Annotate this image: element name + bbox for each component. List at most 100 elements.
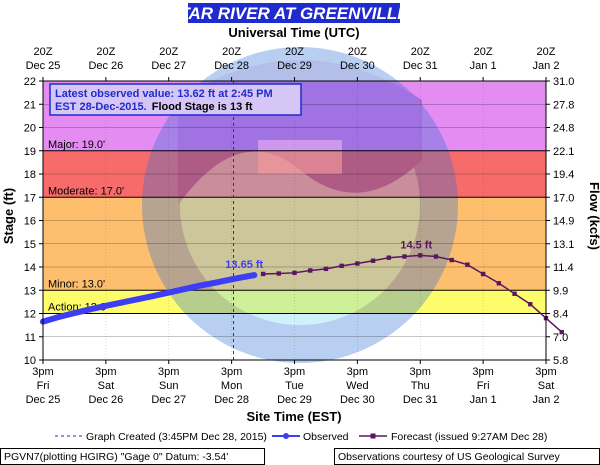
utc-tick-date: Dec 25	[26, 60, 61, 72]
forecast-point	[512, 291, 517, 296]
forecast-point	[292, 270, 297, 276]
legend-forecast: Forecast (issued 9:27AM Dec 28)	[391, 431, 547, 443]
y-tick-label: 10	[24, 355, 36, 367]
observed-point	[181, 286, 188, 293]
x-tick-time: 3pm	[472, 366, 493, 378]
x-axis-title: Site Time (EST)	[246, 409, 341, 424]
x-tick-date: Dec 31	[403, 394, 438, 406]
x-tick-day: Thu	[411, 380, 430, 392]
x-tick-time: 3pm	[535, 366, 556, 378]
x-tick-time: 3pm	[347, 366, 368, 378]
utc-tick-date: Jan 1	[470, 60, 497, 72]
top-axis-title: Universal Time (UTC)	[228, 25, 359, 40]
utc-tick-date: Dec 27	[151, 60, 186, 72]
y-tick-label: 14	[24, 262, 36, 274]
stage-label-moderate: Moderate: 17.0'	[48, 185, 124, 197]
observed-point	[118, 299, 125, 306]
x-tick-time: 3pm	[158, 366, 179, 378]
flow-tick-label: 11.4	[553, 262, 574, 274]
forecast-point	[528, 302, 533, 307]
utc-tick-time: 20Z	[411, 46, 430, 58]
observed-point	[102, 302, 109, 309]
forecast-point	[386, 255, 392, 260]
observed-point	[244, 273, 251, 280]
forecast-point	[402, 254, 407, 259]
forecast-point	[496, 281, 502, 286]
flow-tick-label: 22.1	[553, 146, 574, 158]
footer-courtesy-text: Observations courtesy of US Geological S…	[338, 451, 561, 463]
y-tick-label: 17	[24, 192, 36, 204]
flow-tick-label: 5.8	[553, 355, 568, 367]
forecast-point	[355, 261, 360, 266]
x-tick-date: Dec 27	[151, 394, 186, 406]
x-tick-time: 3pm	[32, 366, 53, 378]
flow-tick-label: 31.0	[553, 76, 574, 88]
x-tick-day: Tue	[285, 380, 304, 392]
legend-forecast-marker	[370, 433, 376, 439]
y-axis-ticks: 10 11 12 13 14 15 16 17 18 19 20 21 22	[24, 76, 43, 367]
flow-tick-label: 19.4	[553, 169, 574, 181]
info-line-1: Latest observed value: 13.62 ft at 2:45 …	[55, 88, 273, 100]
legend: Graph Created (3:45PM Dec 28, 2015) Obse…	[55, 431, 547, 443]
info-line-2-flood: Flood Stage is 13 ft	[152, 101, 253, 113]
stage-label-major: Major: 19.0'	[48, 139, 105, 151]
x-tick-day: Fri	[477, 380, 490, 392]
forecast-point	[323, 266, 329, 272]
y-tick-label: 20	[24, 123, 36, 135]
utc-tick-time: 20Z	[34, 46, 53, 58]
y-tick-label: 11	[25, 332, 36, 344]
utc-axis-ticks: 20Z Dec 25 20Z Dec 26 20Z Dec 27 20Z Dec 28 20Z D…	[26, 46, 559, 81]
x-tick-date: Jan 1	[470, 394, 497, 406]
x-tick-time: 3pm	[410, 366, 431, 378]
x-tick-time: 3pm	[221, 366, 242, 378]
flow-tick-label: 27.8	[553, 99, 574, 111]
x-tick-date: Dec 29	[277, 394, 312, 406]
x-tick-day: Sat	[98, 380, 115, 392]
observed-point	[55, 313, 62, 320]
forecast-point	[449, 257, 454, 263]
flow-tick-label: 24.8	[553, 123, 574, 135]
utc-tick-date: Dec 28	[214, 60, 249, 72]
y-tick-label: 19	[24, 146, 36, 158]
utc-tick-time: 20Z	[96, 46, 115, 58]
y-tick-label: 22	[24, 76, 36, 88]
series-observed-peak-label: 13.65 ft	[225, 259, 263, 271]
x-tick-date: Dec 28	[214, 394, 249, 406]
footer-datum-text: PGVN7(plotting HGIRG) "Gage 0" Datum: -3…	[4, 451, 228, 463]
x-tick-date: Dec 25	[26, 394, 61, 406]
forecast-point	[339, 263, 344, 269]
forecast-point	[433, 254, 439, 259]
utc-tick-date: Dec 30	[340, 60, 375, 72]
x-tick-date: Dec 30	[340, 394, 375, 406]
flow-tick-label: 7.0	[553, 332, 568, 344]
utc-tick-time: 20Z	[348, 46, 367, 58]
utc-tick-time: 20Z	[474, 46, 493, 58]
observed-point	[165, 289, 172, 296]
forecast-point	[370, 258, 376, 263]
y-tick-label: 18	[24, 169, 36, 181]
x-tick-day: Mon	[221, 380, 242, 392]
stage-label-minor: Minor: 13.0'	[48, 278, 105, 290]
y-tick-label: 15	[24, 239, 36, 251]
observed-point	[134, 296, 141, 303]
series-layer: 13.65 ft 14.5 ft	[40, 239, 564, 335]
series-forecast-peak-label: 14.5 ft	[400, 239, 432, 251]
series-forecast-line	[262, 254, 563, 333]
observed-point	[228, 276, 235, 283]
utc-tick-time: 20Z	[159, 46, 178, 58]
utc-tick-time: 20Z	[537, 46, 556, 58]
grid-lines	[42, 80, 547, 361]
observed-point	[71, 310, 78, 317]
y-tick-label: 13	[24, 285, 36, 297]
y-tick-label: 16	[24, 216, 36, 228]
footer: PGVN7(plotting HGIRG) "Gage 0" Datum: -3…	[0, 448, 600, 465]
forecast-point	[260, 271, 266, 277]
observed-point	[197, 282, 204, 289]
flow-tick-label: 14.9	[553, 216, 574, 228]
x-tick-date: Dec 26	[88, 394, 123, 406]
x-axis-ticks: 3pm Fri Dec 25 3pm Sat Dec 26 3pm Sun Dec 27 3pm M…	[26, 360, 559, 406]
legend-observed-marker	[283, 433, 289, 439]
utc-tick-date: Dec 26	[88, 60, 123, 72]
flow-axis-ticks: 5.8 7.0 8.4 9.9 11.4 13.1 14.9 17.0 19.4 22.1 24.8…	[546, 76, 574, 367]
x-tick-day: Fri	[37, 380, 50, 392]
